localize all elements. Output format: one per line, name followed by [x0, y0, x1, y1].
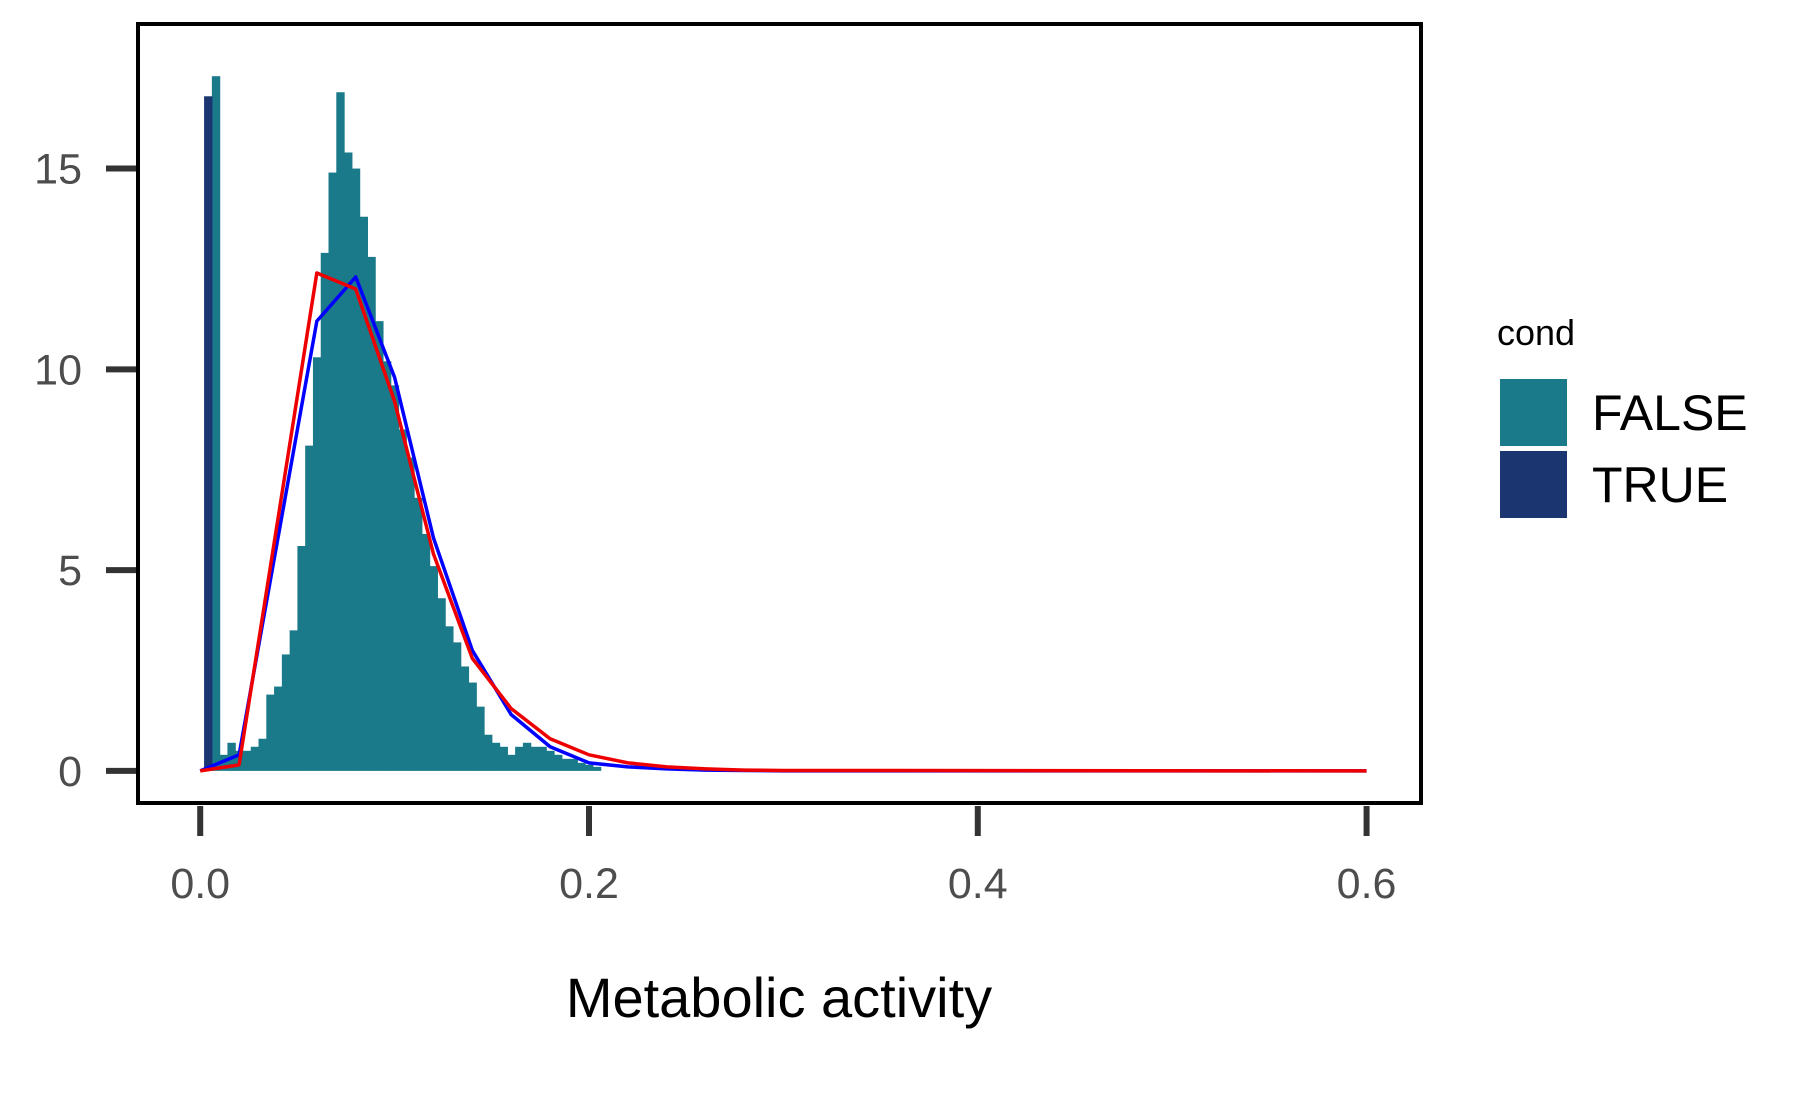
bar-false: [211, 76, 221, 771]
bar-false: [289, 630, 299, 771]
bar-false: [382, 361, 392, 771]
bar-false: [336, 92, 345, 771]
bar-false: [515, 746, 524, 771]
plot-frame: [136, 22, 1423, 805]
y-tick-label: 15: [34, 146, 82, 194]
bar-false: [390, 385, 400, 771]
bar-false: [460, 666, 470, 771]
bar-false: [406, 457, 415, 771]
bar-false: [398, 429, 407, 771]
bar-false: [484, 734, 493, 771]
bar-false: [250, 746, 260, 771]
bar-true: [204, 96, 213, 771]
legend-key-true: [1500, 451, 1567, 518]
x-tick-label: 0.4: [948, 860, 1008, 908]
bar-false: [585, 764, 594, 771]
bar-false: [476, 706, 485, 771]
bar-false: [452, 642, 462, 771]
x-tick-label: 0.6: [1337, 860, 1397, 908]
bar-false: [546, 750, 555, 771]
density-line: [199, 271, 1367, 773]
bar-false: [258, 738, 267, 771]
bar-false: [351, 168, 361, 771]
y-tick-label: 5: [58, 547, 82, 595]
legend-label-true: TRUE: [1592, 457, 1728, 513]
bar-false: [242, 750, 252, 771]
bar-false: [328, 172, 337, 771]
bar-false: [507, 754, 516, 771]
bar-false: [577, 762, 586, 771]
x-axis-title: Metabolic activity: [566, 966, 992, 1029]
bar-false: [530, 746, 540, 771]
bar-false: [491, 742, 501, 771]
bar-false: [414, 497, 423, 771]
bar-false: [344, 152, 353, 771]
bar-false: [421, 533, 431, 771]
bar-false: [281, 654, 291, 771]
bar-false: [468, 682, 477, 771]
bar-false: [538, 746, 547, 771]
y-tick-label: 10: [34, 346, 82, 394]
bar-false: [297, 546, 306, 771]
bar-false: [499, 746, 508, 771]
bar-false: [445, 626, 454, 771]
bar-false: [592, 766, 602, 771]
bar-false: [437, 598, 446, 771]
bar-false: [367, 256, 376, 771]
density-lines-layer: [199, 271, 1367, 773]
series-true: [204, 96, 213, 771]
legend: cond FALSE TRUE: [1497, 312, 1748, 518]
y-axis: 0 5 10 15: [34, 146, 136, 796]
bar-false: [359, 216, 368, 771]
series-false: [211, 76, 602, 771]
x-tick-label: 0.0: [170, 860, 230, 908]
x-tick-label: 0.2: [559, 860, 619, 908]
bar-false: [266, 694, 275, 771]
legend-title: cond: [1497, 312, 1575, 353]
x-axis: 0.0 0.2 0.4 0.6: [170, 806, 1396, 908]
legend-key-false: [1500, 379, 1567, 446]
bar-false: [305, 445, 314, 771]
bar-false: [569, 758, 578, 771]
bar-false: [561, 758, 571, 771]
bar-false: [429, 566, 438, 771]
bar-false: [522, 742, 532, 771]
bars-layer: [204, 76, 602, 771]
legend-label-false: FALSE: [1592, 385, 1748, 441]
bar-false: [312, 357, 322, 771]
bar-false: [320, 252, 330, 771]
bar-false: [554, 754, 563, 771]
bar-false: [375, 321, 384, 771]
bar-false: [274, 686, 283, 771]
y-tick-label: 0: [58, 748, 82, 796]
